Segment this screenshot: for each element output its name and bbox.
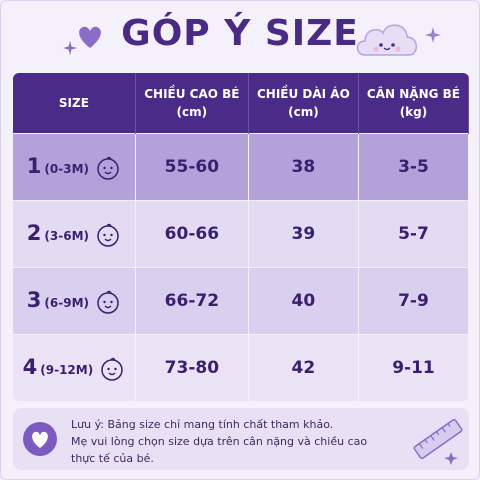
- size-age: (3-6M): [44, 228, 90, 243]
- size-number: 1: [26, 153, 42, 178]
- header-unit: (cm): [288, 105, 319, 119]
- heart-icon: [79, 26, 101, 48]
- weight-cell: 5-7: [358, 200, 469, 268]
- height-cell: 60-66: [135, 200, 249, 268]
- weight-cell: 9-11: [358, 334, 469, 401]
- size-cell: 3 (6-9M): [13, 267, 136, 335]
- header-text: CHIỀU DÀI ÁO: [256, 87, 350, 101]
- note-line: Lưu ý: Bảng size chỉ mang tính chất tham…: [71, 418, 334, 431]
- height-value: 60-66: [164, 224, 220, 244]
- length-cell: 39: [248, 200, 359, 268]
- header-cell: CHIỀU CAO BÉ (cm): [135, 73, 249, 134]
- length-cell: 38: [248, 133, 359, 201]
- length-value: 39: [291, 224, 316, 244]
- sparkle: [425, 27, 441, 43]
- note-line: Mẹ vui lòng chọn size dựa trên cân nặng …: [71, 435, 368, 448]
- table-row: 3 (6-9M) 66-72 40 7-9: [13, 267, 469, 335]
- length-value: 42: [291, 358, 316, 378]
- note-line: thực tế của bé.: [71, 452, 154, 465]
- size-cell: 2 (3-6M): [13, 200, 136, 268]
- note-box: Lưu ý: Bảng size chỉ mang tính chất tham…: [13, 408, 469, 470]
- height-cell: 66-72: [135, 267, 249, 335]
- height-cell: 73-80: [135, 334, 249, 401]
- size-table: SIZE CHIỀU CAO BÉ (cm) CHIỀU DÀI ÁO (cm) CÂN …: [13, 73, 469, 401]
- length-value: 40: [291, 291, 316, 311]
- height-cell: 55-60: [135, 133, 249, 201]
- weight-value: 3-5: [398, 157, 429, 177]
- size-age: (6-9M): [44, 295, 90, 310]
- size-cell: 1 (0-3M): [13, 133, 136, 201]
- title: GÓP Ý SIZE: [121, 13, 359, 54]
- cloud-icon: [356, 24, 417, 56]
- sparkle: [63, 41, 77, 55]
- weight-value: 9-11: [392, 358, 435, 378]
- header-cell: SIZE: [13, 73, 136, 134]
- ruler-icon: [413, 418, 463, 465]
- height-value: 73-80: [164, 358, 220, 378]
- header-cell: CÂN NẶNG BÉ (kg): [358, 73, 469, 134]
- size-number: 4: [22, 354, 38, 379]
- length-cell: 42: [248, 334, 359, 401]
- header-unit: (cm): [176, 105, 208, 119]
- table-row: 4 (9-12M) 73-80 42 9-11: [13, 334, 469, 401]
- table-row: 2 (3-6M) 60-66 39 5-7: [13, 200, 469, 268]
- length-cell: 40: [248, 267, 359, 335]
- baby-face-icon: [97, 223, 119, 247]
- header-row: SIZE CHIỀU CAO BÉ (cm) CHIỀU DÀI ÁO (cm) CÂN …: [13, 73, 469, 134]
- size-number: 3: [26, 287, 42, 312]
- height-value: 66-72: [164, 291, 220, 311]
- header-unit: (kg): [399, 105, 428, 119]
- weight-value: 7-9: [398, 291, 429, 311]
- header-text: CHIỀU CAO BÉ: [144, 87, 240, 101]
- size-age: (0-3M): [44, 161, 90, 176]
- size-cell: 4 (9-12M): [13, 334, 136, 401]
- note-text: Lưu ý: Bảng size chỉ mang tính chất tham…: [71, 416, 367, 467]
- header-text: SIZE: [58, 96, 89, 110]
- length-value: 38: [291, 157, 316, 177]
- size-age: (9-12M): [40, 362, 94, 377]
- height-value: 55-60: [164, 157, 220, 177]
- weight-cell: 7-9: [358, 267, 469, 335]
- baby-face-icon: [97, 290, 119, 314]
- baby-face-icon: [97, 156, 119, 180]
- weight-value: 5-7: [398, 224, 429, 244]
- weight-cell: 3-5: [358, 133, 469, 201]
- table-row: 1 (0-3M) 55-60 38 3-5: [13, 133, 469, 201]
- baby-face-icon: [101, 357, 123, 381]
- header-text: CÂN NẶNG BÉ: [366, 87, 460, 101]
- header-cell: CHIỀU DÀI ÁO (cm): [248, 73, 359, 134]
- size-number: 2: [26, 220, 42, 245]
- heart-badge: [23, 422, 57, 456]
